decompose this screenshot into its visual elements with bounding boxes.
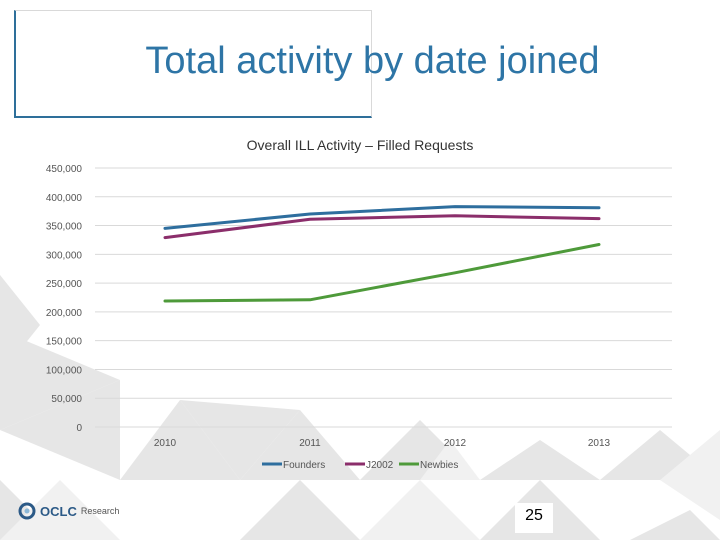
slide-title: Total activity by date joined	[145, 40, 600, 82]
series-line-j2002	[163, 214, 601, 240]
x-tick-label: 2012	[444, 438, 467, 449]
legend-label: Founders	[283, 460, 325, 471]
series-line-founders	[163, 205, 601, 230]
chart-title: Overall ILL Activity – Filled Requests	[247, 137, 474, 153]
x-tick-label: 2010	[154, 438, 177, 449]
legend-label: J2002	[366, 460, 394, 471]
page-number: 25	[515, 503, 553, 533]
y-tick-label: 100,000	[46, 365, 83, 376]
logo-subtext: Research	[80, 506, 120, 516]
y-tick-label: 350,000	[46, 222, 83, 233]
y-tick-label: 250,000	[46, 279, 83, 290]
series-line-newbies	[163, 243, 601, 303]
y-tick-label: 0	[76, 423, 82, 434]
y-tick-label: 400,000	[46, 193, 83, 204]
logo-text: OCLC	[40, 503, 77, 519]
y-tick-label: 150,000	[46, 337, 83, 348]
y-tick-label: 300,000	[46, 250, 83, 261]
x-tick-label: 2013	[588, 438, 611, 449]
y-tick-label: 50,000	[51, 394, 82, 405]
x-tick-label: 2011	[299, 438, 321, 449]
title-frame	[14, 10, 372, 118]
legend-label: Newbies	[420, 460, 458, 471]
oclc-logo-icon	[18, 502, 36, 520]
y-tick-label: 200,000	[46, 308, 83, 319]
y-tick-label: 450,000	[46, 164, 83, 175]
oclc-research-logo: OCLC Research	[18, 499, 119, 523]
